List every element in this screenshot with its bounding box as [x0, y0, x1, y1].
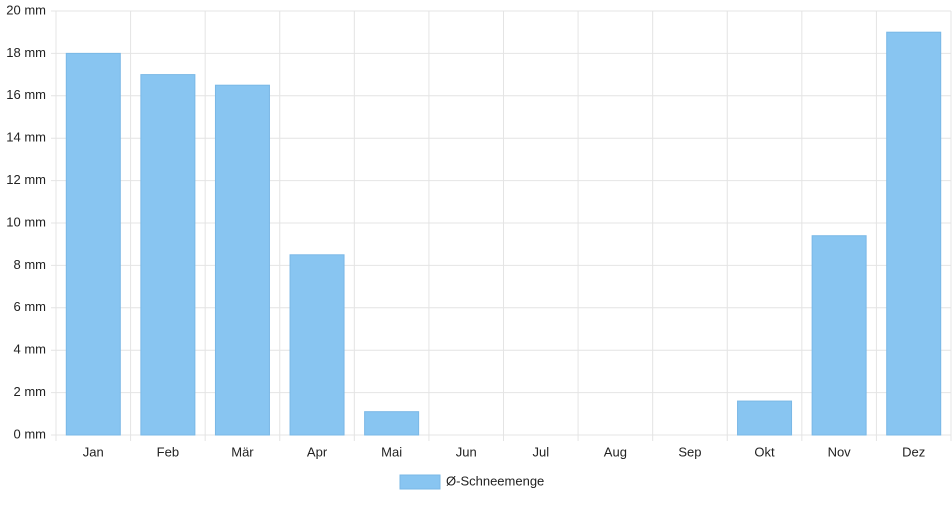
y-tick-label: 10 mm [6, 214, 46, 229]
x-tick-label: Feb [157, 444, 179, 459]
legend-label: Ø-Schneemenge [446, 473, 544, 488]
y-tick-label: 2 mm [14, 384, 47, 399]
y-tick-label: 4 mm [14, 342, 47, 357]
y-tick-label: 0 mm [14, 426, 47, 441]
y-tick-label: 18 mm [6, 45, 46, 60]
x-tick-label: Jun [456, 444, 477, 459]
x-tick-label: Okt [754, 444, 775, 459]
y-tick-label: 6 mm [14, 299, 47, 314]
y-tick-label: 16 mm [6, 87, 46, 102]
bar [214, 84, 270, 436]
x-tick-label: Dez [902, 444, 925, 459]
bar [65, 52, 121, 436]
x-tick-label: Nov [828, 444, 852, 459]
bar [886, 31, 942, 436]
x-tick-label: Mai [381, 444, 402, 459]
x-tick-label: Mär [231, 444, 254, 459]
x-tick-label: Aug [604, 444, 627, 459]
y-tick-label: 14 mm [6, 130, 46, 145]
legend-swatch [399, 474, 441, 490]
bar [811, 235, 867, 436]
bar [140, 74, 196, 436]
x-tick-label: Jul [532, 444, 549, 459]
x-tick-label: Jan [83, 444, 104, 459]
x-tick-label: Sep [678, 444, 701, 459]
y-tick-label: 8 mm [14, 257, 47, 272]
bar [737, 400, 793, 436]
y-tick-label: 12 mm [6, 172, 46, 187]
bar [364, 411, 420, 436]
y-tick-label: 20 mm [6, 2, 46, 17]
x-tick-label: Apr [307, 444, 328, 459]
bar [289, 254, 345, 436]
